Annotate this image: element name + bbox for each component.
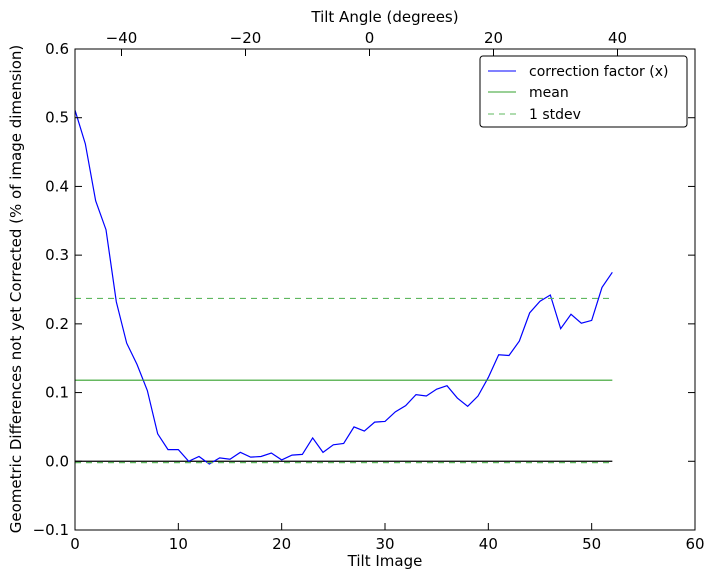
legend-box	[479, 55, 688, 128]
x-tick-label: 40	[479, 535, 498, 553]
plot-lines	[74, 109, 613, 465]
top-tick-label: 0	[365, 29, 375, 47]
y-tick-label: −0.1	[33, 521, 69, 539]
top-tick-label: −40	[106, 29, 138, 47]
top-axis-label: Tilt Angle (degrees)	[310, 8, 458, 26]
series-line-1	[74, 109, 613, 465]
y-tick-label: 0.3	[45, 246, 69, 264]
x-tick-label: 60	[685, 535, 704, 553]
legend: correction factor (x) mean 1 stdev	[479, 55, 688, 128]
top-tick-label: 40	[608, 29, 627, 47]
y-tick-label: 0.6	[45, 40, 69, 58]
x-axis-label: Tilt Image	[347, 552, 423, 570]
y-tick-label: 0.2	[45, 315, 69, 333]
x-tick-label: 30	[375, 535, 394, 553]
legend-label-stdev: 1 stdev	[529, 107, 581, 123]
axis-ticks	[74, 48, 696, 531]
top-tick-label: 20	[484, 29, 503, 47]
y-tick-label: 0.0	[45, 452, 69, 470]
axis-tick-labels: 0 10 20 30 40 50 60 −0.1 0.0 0.1 0.2 0.3 0.4 0.5 0.6 −4…	[33, 29, 705, 553]
x-tick-label: 50	[582, 535, 601, 553]
x-tick-label: 0	[70, 535, 80, 553]
x-tick-label: 20	[272, 535, 291, 553]
y-tick-label: 0.5	[45, 109, 69, 127]
legend-label-mean: mean	[529, 85, 569, 101]
top-tick-label: −20	[230, 29, 262, 47]
y-axis-label: Geometric Differences not yet Corrected …	[7, 45, 25, 534]
y-tick-label: 0.4	[45, 177, 69, 195]
y-tick-label: 0.1	[45, 384, 69, 402]
legend-label-correction-factor: correction factor (x)	[529, 64, 668, 80]
x-tick-label: 10	[169, 535, 188, 553]
